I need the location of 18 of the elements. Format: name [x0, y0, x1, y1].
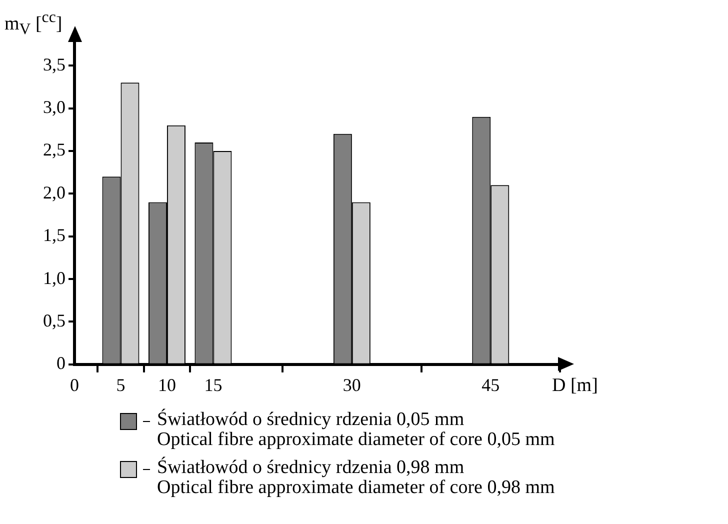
x-tick-label: 5 — [116, 374, 126, 395]
legend-label: Światłowód o średnicy rdzenia 0,05 mm Optical fibre approximate diameter of core 0,05 mm — [143, 409, 555, 450]
legend-label: Światłowód o średnicy rdzenia 0,98 mm Optical fibre approximate diameter of core 0,98 mm — [143, 457, 555, 498]
x-tick-label: 15 — [204, 374, 222, 395]
y-tick-label: 0 — [56, 353, 66, 374]
x-axis-title: D [m] — [552, 375, 598, 396]
x-tick-label: 30 — [342, 374, 361, 395]
y-tick-label: 1,0 — [43, 268, 66, 288]
y-tick-label: 1,5 — [43, 225, 66, 246]
x-tick-label: 45 — [482, 374, 500, 395]
y-tick-label: 0,5 — [43, 310, 66, 330]
y-tick-label: 2,5 — [43, 140, 66, 160]
y-tick-label: 3,0 — [43, 97, 66, 118]
y-axis-title: m$_{V}$ [$^{cc}$] — [4, 9, 62, 38]
y-tick-label: 3,5 — [43, 54, 66, 74]
x-tick-label: 0 — [70, 374, 79, 395]
y-tick-label: 2,0 — [43, 182, 66, 202]
x-tick-label: 10 — [158, 374, 176, 395]
